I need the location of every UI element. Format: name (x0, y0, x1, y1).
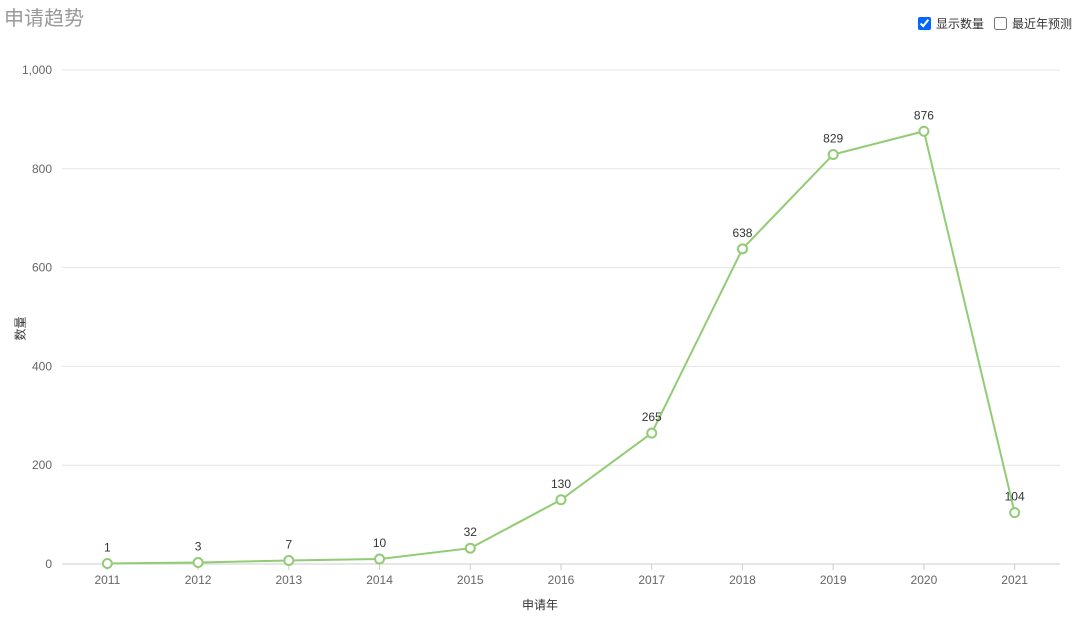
data-marker[interactable] (103, 559, 112, 568)
x-tick-label: 2016 (548, 573, 575, 587)
data-marker[interactable] (194, 558, 203, 567)
y-tick-label: 0 (45, 557, 52, 571)
y-tick-label: 600 (32, 261, 52, 275)
y-axis-title: 数量 (12, 316, 29, 340)
data-marker[interactable] (919, 127, 928, 136)
x-tick-label: 2021 (1001, 573, 1028, 587)
x-tick-label: 2020 (911, 573, 938, 587)
checkbox-show-count[interactable] (918, 17, 931, 30)
chart-title: 申请趋势 (4, 2, 84, 31)
data-label: 638 (732, 226, 752, 240)
data-label: 7 (285, 538, 292, 552)
x-tick-label: 2013 (275, 573, 302, 587)
chart-area: 数量 0 200 400 600 800 1,000 2011 2012 2013 2014 201… (0, 40, 1080, 617)
chart-controls: 显示数量 最近年预测 (914, 14, 1072, 33)
x-tick-label: 2017 (638, 573, 665, 587)
x-axis-title: 申请年 (522, 596, 558, 613)
y-tick-label: 400 (32, 359, 52, 373)
data-marker[interactable] (284, 556, 293, 565)
data-label: 104 (1005, 490, 1025, 504)
line-chart-svg: 0 200 400 600 800 1,000 2011 2012 2013 2014 2015 20… (0, 40, 1080, 600)
data-label: 1 (104, 541, 111, 555)
checkbox-forecast[interactable] (994, 17, 1007, 30)
x-tick-label: 2011 (94, 573, 120, 587)
x-tick-label: 2014 (366, 573, 393, 587)
checkbox-forecast-text: 最近年预测 (1012, 15, 1072, 32)
data-marker[interactable] (466, 544, 475, 553)
data-label: 3 (195, 540, 202, 554)
data-label: 876 (914, 108, 934, 122)
x-tick-label: 2019 (820, 573, 847, 587)
data-label: 829 (823, 131, 843, 145)
data-marker[interactable] (829, 150, 838, 159)
x-tick-label: 2012 (185, 573, 212, 587)
data-marker[interactable] (647, 429, 656, 438)
y-tick-label: 1,000 (22, 63, 52, 77)
data-label: 130 (551, 477, 571, 491)
data-marker[interactable] (738, 244, 747, 253)
y-tick-label: 200 (32, 458, 52, 472)
data-label: 265 (642, 410, 662, 424)
x-tick-label: 2015 (457, 573, 484, 587)
data-marker[interactable] (557, 495, 566, 504)
checkbox-show-count-text: 显示数量 (936, 15, 984, 32)
data-marker[interactable] (1010, 508, 1019, 517)
checkbox-forecast-label[interactable]: 最近年预测 (990, 14, 1072, 33)
checkbox-show-count-label[interactable]: 显示数量 (914, 14, 984, 33)
data-label: 10 (373, 536, 387, 550)
data-marker[interactable] (375, 555, 384, 564)
y-tick-label: 800 (32, 162, 52, 176)
data-label: 32 (464, 525, 478, 539)
x-tick-label: 2018 (729, 573, 756, 587)
